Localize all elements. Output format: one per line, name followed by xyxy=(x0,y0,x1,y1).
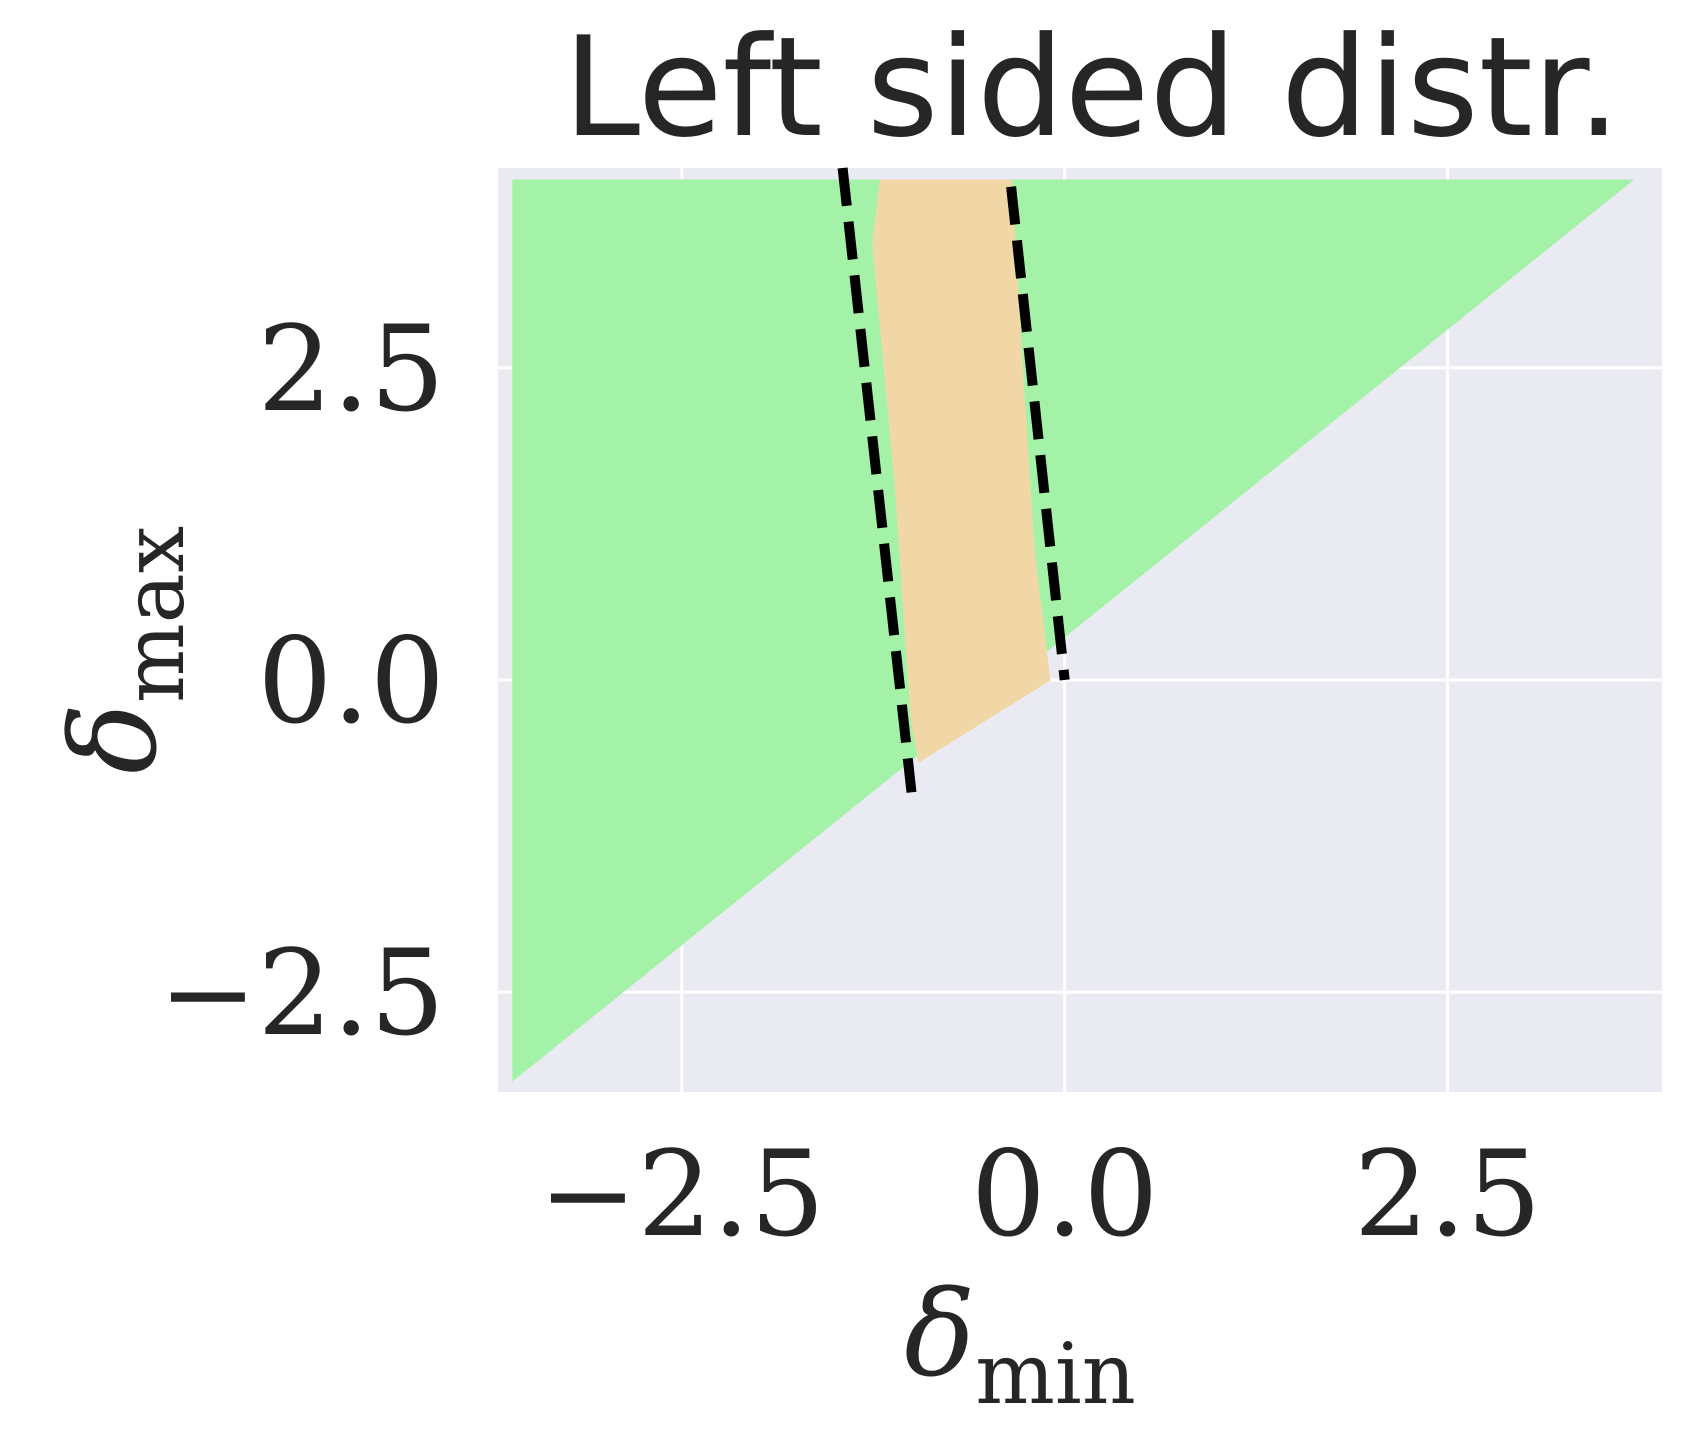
x-tick-label: 0.0 xyxy=(971,1125,1159,1263)
y-tick-label: −2.5 xyxy=(158,924,445,1062)
x-tick-label: −2.5 xyxy=(539,1125,826,1263)
y-axis-label: δmax xyxy=(45,526,203,774)
chart-title: Left sided distr. xyxy=(563,7,1621,168)
tick-labels: −2.5 0.0 2.5 −2.5 0.0 2.5 xyxy=(158,300,1541,1263)
y-tick-label: 2.5 xyxy=(257,300,445,438)
x-axis-subscript: min xyxy=(975,1325,1136,1423)
dashed-boundary-line xyxy=(1006,186,1070,681)
dashed-boundary-line xyxy=(837,167,917,793)
region-fill-green xyxy=(512,179,1635,1082)
x-axis-label: δmin xyxy=(904,1265,1136,1423)
x-tick-label: 2.5 xyxy=(1354,1125,1542,1263)
y-axis-symbol: δ xyxy=(45,703,183,774)
y-axis-subscript: max xyxy=(105,526,203,703)
region-fills xyxy=(512,179,1635,1082)
x-axis-symbol: δ xyxy=(904,1265,975,1403)
y-tick-label: 0.0 xyxy=(257,612,445,750)
boundary-lines xyxy=(837,167,1070,793)
